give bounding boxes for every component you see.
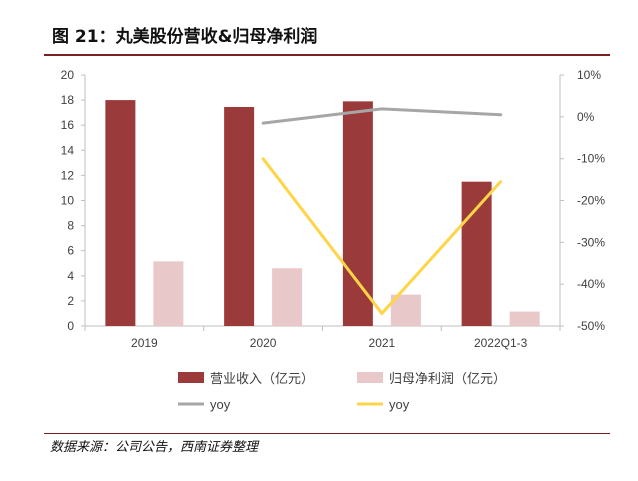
figure-title-text: 丸美股份营收&归母净利润 (115, 27, 318, 47)
bar-net-profit (272, 268, 303, 326)
y-left-tick-label: 8 (67, 219, 74, 233)
bar-revenue (461, 181, 492, 326)
y-left-tick-label: 18 (61, 93, 75, 107)
y-left-tick-label: 4 (67, 269, 74, 283)
y-right-tick-label: -50% (577, 319, 605, 333)
legend-net-profit-swatch (357, 372, 383, 383)
y-left-tick-label: 12 (61, 168, 75, 182)
y-left-tick-label: 2 (67, 294, 74, 308)
y-right-tick-label: -20% (577, 194, 605, 208)
y-left-tick-label: 20 (61, 68, 75, 82)
figure-title: 图 21：丸美股份营收&归母净利润 (52, 22, 317, 47)
y-left-tick-label: 6 (67, 244, 74, 258)
bar-revenue (342, 101, 373, 326)
source-rule (44, 433, 610, 434)
y-right-tick-label: 10% (577, 68, 601, 82)
y-right-tick-label: -10% (577, 152, 605, 166)
legend-net-profit-label: 归母净利润（亿元） (389, 371, 506, 386)
y-left-tick-label: 0 (67, 319, 74, 333)
legend-revenue-swatch (178, 372, 204, 383)
line-revenue-yoy (261, 107, 503, 125)
bar-revenue (224, 107, 255, 326)
legend-revenue-label: 营业收入（亿元） (210, 371, 314, 386)
y-right-tick-label: -40% (577, 277, 605, 291)
bar-net-profit (153, 261, 184, 326)
legend-revenue-yoy-label: yoy (210, 397, 231, 412)
figure-title-prefix: 图 21： (52, 27, 116, 47)
line-net-profit-yoy (261, 157, 503, 315)
bar-revenue (105, 100, 136, 326)
x-tick-label: 2022Q1-3 (474, 336, 528, 350)
y-left-tick-label: 14 (61, 143, 75, 157)
title-rule (44, 54, 610, 56)
x-tick-label: 2020 (250, 336, 277, 350)
y-right-tick-label: -30% (577, 235, 605, 249)
x-tick-label: 2019 (131, 336, 158, 350)
legend-net-profit-yoy-label: yoy (389, 397, 410, 412)
source-note: 数据来源：公司公告，西南证券整理 (50, 440, 259, 455)
x-tick-label: 2021 (369, 336, 396, 350)
bar-net-profit (509, 311, 540, 326)
y-left-tick-label: 10 (61, 194, 75, 208)
y-left-tick-label: 16 (61, 118, 75, 132)
y-right-tick-label: 0% (577, 110, 595, 124)
